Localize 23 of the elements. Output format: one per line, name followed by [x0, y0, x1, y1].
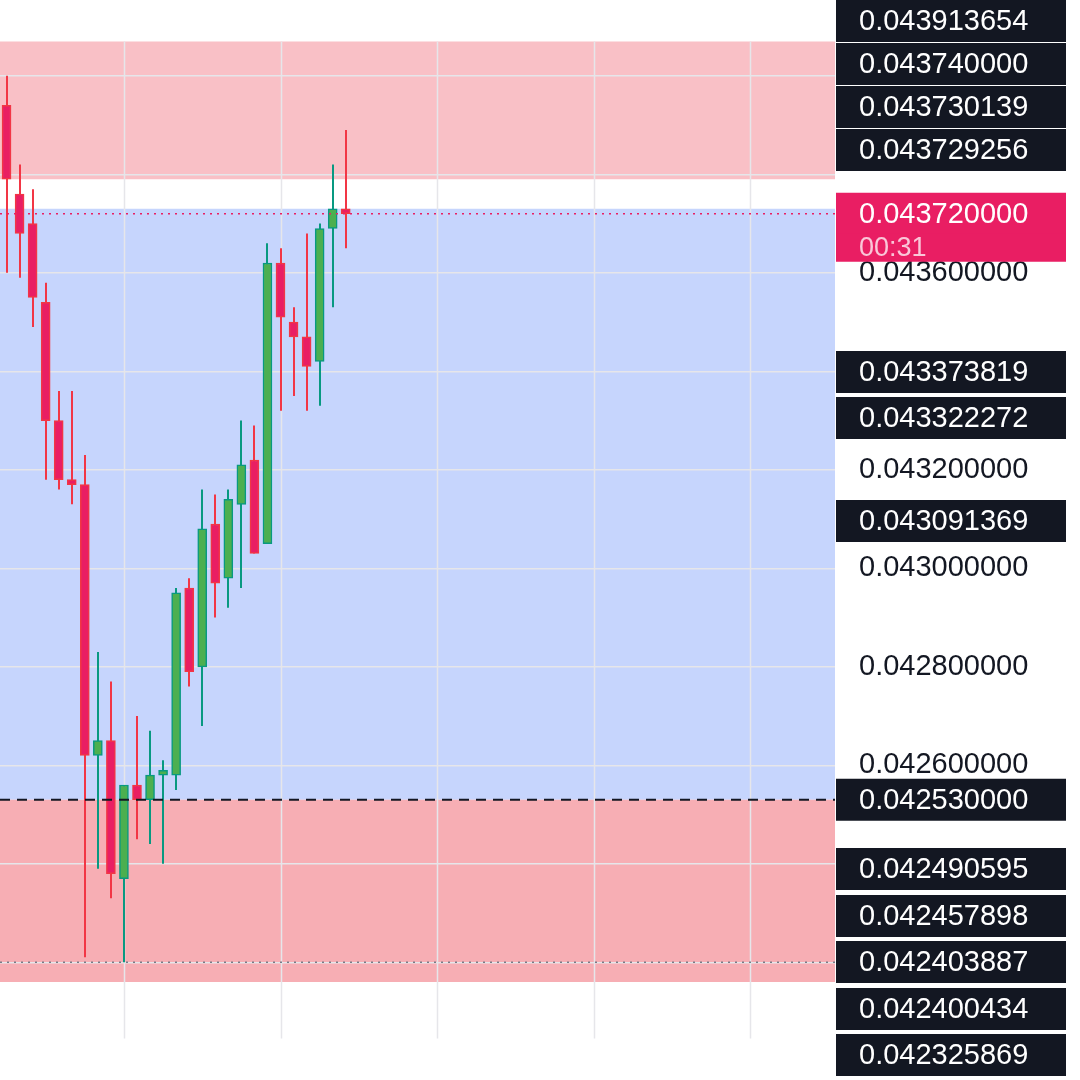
- y-tick-label: 0.043000000: [859, 550, 1029, 583]
- text: 0.042457898: [859, 899, 1029, 931]
- candlestick: [132, 715, 142, 841]
- text: 0.043373819: [859, 355, 1029, 387]
- text: 0.043322272: [859, 401, 1029, 433]
- ref-line-label: 0.043720000: [859, 196, 1029, 229]
- text: 0.043913654: [859, 4, 1029, 36]
- candlestick: [288, 306, 299, 397]
- text: 0.043730139: [859, 90, 1029, 122]
- y-tick-label: 0.043200000: [859, 451, 1029, 484]
- text: 0.042403887: [859, 945, 1029, 977]
- y-tick-label: 0.042800000: [859, 648, 1029, 681]
- text: 0.043740000: [859, 47, 1029, 79]
- y-tick-label: 0.042600000: [859, 747, 1029, 780]
- text: 0.042400434: [859, 992, 1029, 1024]
- text: 0.043729256: [859, 133, 1029, 165]
- text: 0.042325869: [859, 1038, 1029, 1070]
- candlestick: [145, 729, 155, 846]
- ref-line-label: 0.042530000: [859, 782, 1029, 815]
- text: 0.042490595: [859, 852, 1029, 884]
- candlestick: [327, 163, 338, 309]
- candlestick: [158, 759, 168, 865]
- text: 0.043091369: [859, 504, 1029, 536]
